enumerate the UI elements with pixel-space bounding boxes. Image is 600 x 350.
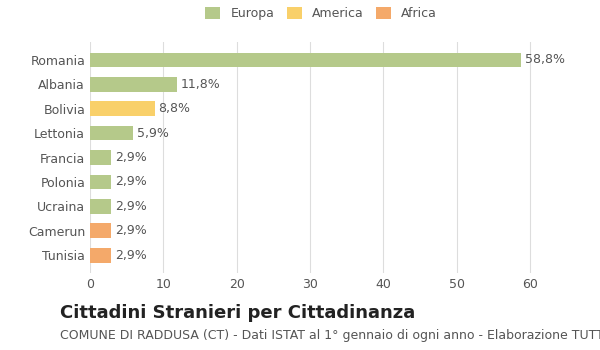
Text: 2,9%: 2,9% — [115, 151, 146, 164]
Bar — [90, 126, 133, 140]
Text: 2,9%: 2,9% — [115, 248, 146, 262]
Bar — [90, 77, 176, 92]
Text: 11,8%: 11,8% — [180, 78, 220, 91]
Bar — [90, 175, 111, 189]
Bar — [90, 248, 111, 262]
Bar — [90, 199, 111, 214]
Text: 8,8%: 8,8% — [158, 102, 190, 115]
Bar — [90, 52, 521, 67]
Text: 5,9%: 5,9% — [137, 127, 169, 140]
Text: 2,9%: 2,9% — [115, 200, 146, 213]
Text: 2,9%: 2,9% — [115, 224, 146, 237]
Bar — [90, 223, 111, 238]
Text: 2,9%: 2,9% — [115, 175, 146, 188]
Text: Cittadini Stranieri per Cittadinanza: Cittadini Stranieri per Cittadinanza — [60, 304, 415, 322]
Text: COMUNE DI RADDUSA (CT) - Dati ISTAT al 1° gennaio di ogni anno - Elaborazione TU: COMUNE DI RADDUSA (CT) - Dati ISTAT al 1… — [60, 329, 600, 342]
Legend: Europa, America, Africa: Europa, America, Africa — [205, 7, 437, 20]
Bar — [90, 102, 155, 116]
Text: 58,8%: 58,8% — [525, 53, 565, 66]
Bar — [90, 150, 111, 165]
